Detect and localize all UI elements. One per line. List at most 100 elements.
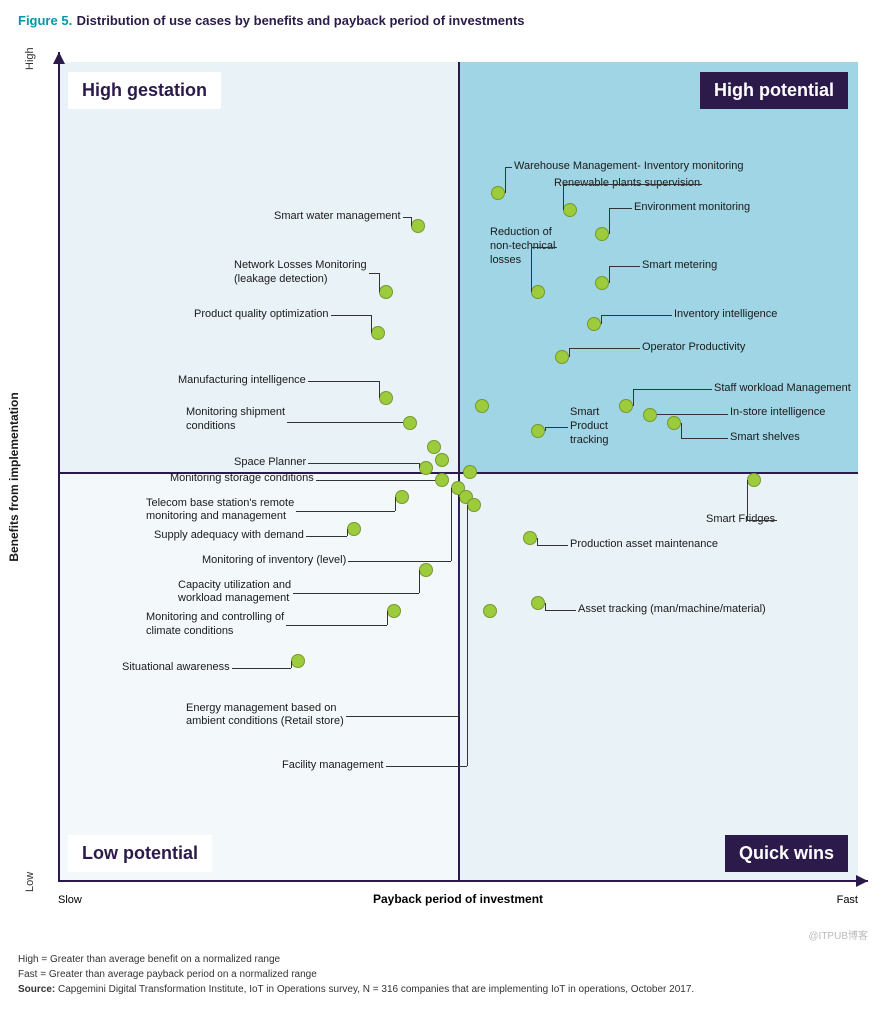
data-point-label: Operator Productivity: [642, 341, 745, 355]
data-point-label: Facility management: [282, 759, 384, 773]
data-point: [387, 604, 401, 618]
leader-line: [306, 536, 347, 537]
leader-line: [537, 538, 538, 545]
data-point: [523, 531, 537, 545]
leader-line: [537, 545, 568, 546]
data-point: [411, 219, 425, 233]
data-point: [667, 416, 681, 430]
data-point-label: Warehouse Management- Inventory monitori…: [514, 160, 744, 174]
leader-line: [545, 610, 576, 611]
data-point: [595, 276, 609, 290]
x-axis-arrow-icon: [856, 875, 868, 887]
leader-line: [371, 315, 372, 333]
leader-line: [609, 208, 610, 234]
quadrant-label-quick-wins: Quick wins: [725, 835, 848, 872]
data-point-label: Product quality optimization: [194, 308, 329, 322]
leader-line: [316, 480, 435, 481]
leader-line: [531, 247, 532, 292]
y-axis-high: High: [24, 47, 36, 70]
footnotes: High = Greater than average benefit on a…: [18, 952, 872, 997]
data-point: [419, 563, 433, 577]
data-point-label: Smart water management: [274, 210, 401, 224]
y-axis-label: Benefits from implementation: [7, 392, 21, 561]
data-point: [531, 285, 545, 299]
leader-line: [379, 381, 380, 399]
data-point: [291, 654, 305, 668]
data-point: [475, 399, 489, 413]
leader-line: [308, 463, 419, 464]
leader-line: [657, 414, 728, 415]
data-point-label: Smart metering: [642, 259, 717, 273]
data-point: [435, 453, 449, 467]
footnote-fast: Fast = Greater than average payback peri…: [18, 967, 872, 982]
watermark: @ITPUB博客: [808, 927, 868, 942]
leader-line: [467, 505, 468, 766]
leader-line: [287, 422, 403, 423]
data-point-label: Situational awareness: [122, 661, 230, 675]
y-axis-low: Low: [24, 872, 36, 892]
leader-line: [296, 511, 395, 512]
leader-line: [395, 497, 396, 511]
leader-line: [369, 273, 379, 274]
y-axis-line: [58, 52, 60, 882]
leader-line: [747, 480, 748, 520]
data-point: [467, 498, 481, 512]
data-point: [403, 416, 417, 430]
source-text: Capgemini Digital Transformation Institu…: [55, 984, 694, 995]
data-point-label: Telecom base station's remote monitoring…: [146, 497, 294, 525]
data-point: [419, 461, 433, 475]
x-axis-fast: Fast: [837, 894, 858, 906]
data-point: [371, 326, 385, 340]
leader-line: [347, 529, 348, 536]
leader-line: [609, 208, 632, 209]
leader-line: [747, 520, 777, 521]
leader-line: [609, 266, 610, 284]
leader-line: [348, 561, 451, 562]
leader-line: [601, 315, 602, 324]
data-point: [379, 391, 393, 405]
quadrant-label-high-potential: High potential: [700, 72, 848, 109]
leader-line: [331, 315, 371, 316]
data-point: [379, 285, 393, 299]
y-axis-arrow-icon: [53, 52, 65, 64]
leader-line: [293, 593, 419, 594]
leader-line: [569, 348, 570, 357]
data-point-label: Inventory intelligence: [674, 308, 777, 322]
leader-line: [286, 625, 387, 626]
leader-line: [419, 570, 420, 592]
leader-line: [403, 217, 411, 218]
quadrant-label-high-gestation: High gestation: [68, 72, 221, 109]
data-point: [563, 203, 577, 217]
data-point: [595, 227, 609, 241]
leader-line: [601, 315, 672, 316]
x-axis-label: Payback period of investment: [373, 892, 543, 906]
source-label: Source:: [18, 984, 55, 995]
figure-title: Distribution of use cases by benefits an…: [77, 13, 525, 28]
quadrant-label-low-potential: Low potential: [68, 835, 212, 872]
data-point-label: Energy management based on ambient condi…: [186, 702, 344, 730]
data-point: [491, 186, 505, 200]
data-point-label: Staff workload Management: [714, 382, 851, 396]
data-point: [531, 596, 545, 610]
data-point-label: Monitoring of inventory (level): [202, 554, 346, 568]
x-axis-slow: Slow: [58, 894, 82, 906]
data-point: [747, 473, 761, 487]
figure-title-row: Figure 5. Distribution of use cases by b…: [18, 12, 872, 30]
leader-line: [609, 266, 640, 267]
plot-region: High gestation High potential Low potent…: [58, 62, 858, 882]
data-point-label: Environment monitoring: [634, 201, 750, 215]
leader-line: [232, 668, 291, 669]
data-point-label: In-store intelligence: [730, 406, 825, 420]
leader-line: [563, 184, 564, 210]
data-point-label: Monitoring storage conditions: [170, 472, 314, 486]
data-point: [619, 399, 633, 413]
leader-line: [681, 423, 682, 438]
data-point-label: Space Planner: [234, 456, 306, 470]
data-point-label: Monitoring shipment conditions: [186, 406, 285, 434]
data-point-label: Manufacturing intelligence: [178, 374, 306, 388]
data-point-label: Supply adequacy with demand: [154, 529, 304, 543]
figure-label: Figure 5.: [18, 13, 72, 28]
leader-line: [569, 348, 640, 349]
leader-line: [451, 488, 452, 561]
leader-line: [545, 427, 568, 428]
